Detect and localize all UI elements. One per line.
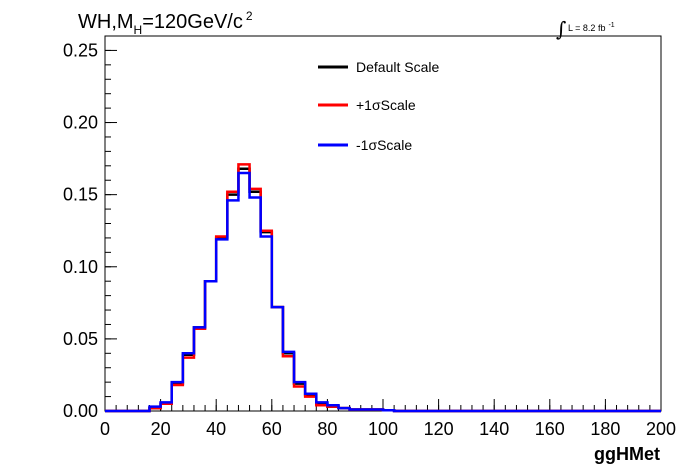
x-tick-label: 160 — [535, 419, 565, 439]
x-tick-label: 20 — [151, 419, 171, 439]
title-superscript: 2 — [246, 9, 253, 23]
y-axis: 0.00 0.05 0.10 0.15 0.20 0.25 — [63, 35, 117, 421]
lumi-label: L = 8.2 fb -1 — [568, 22, 615, 33]
legend-label-minus-sigma: -1σScale — [356, 137, 412, 153]
lumi-integral-symbol: ∫ — [556, 17, 566, 41]
title-main: WH,M — [78, 11, 134, 33]
series-line-0 — [105, 167, 661, 413]
y-tick-label: 0.25 — [63, 40, 98, 60]
x-tick-label: 200 — [646, 419, 676, 439]
series-line-2 — [105, 171, 661, 413]
x-tick-label: 40 — [206, 419, 226, 439]
series-layer — [105, 163, 661, 413]
x-tick-label: 180 — [590, 419, 620, 439]
legend: Default Scale +1σScale -1σScale — [318, 59, 439, 153]
x-tick-label: 140 — [479, 419, 509, 439]
x-tick-label: 0 — [100, 419, 110, 439]
y-tick-label: 0.15 — [63, 185, 98, 205]
legend-label-plus-sigma: +1σScale — [356, 97, 416, 113]
x-tick-label: 80 — [317, 419, 337, 439]
y-tick-label: 0.20 — [63, 113, 98, 133]
y-tick-label: 0.00 — [63, 401, 98, 421]
lumi-text: L = 8.2 fb — [568, 23, 605, 33]
y-tick-label: 0.10 — [63, 257, 98, 277]
chart-title: WH,MH=120GeV/c 2 — [78, 9, 253, 37]
title-subscript: H — [134, 23, 143, 37]
title-mass: =120GeV/c — [142, 11, 243, 33]
x-tick-label: 60 — [262, 419, 282, 439]
x-axis: 0 20 40 60 80 100 120 140 160 180 200 — [100, 399, 676, 439]
series-line-1 — [105, 163, 661, 413]
y-tick-label: 0.05 — [63, 329, 98, 349]
x-tick-label: 120 — [424, 419, 454, 439]
lumi-superscript: -1 — [608, 22, 614, 29]
x-axis-title: ggHMet — [594, 444, 660, 464]
x-tick-label: 100 — [368, 419, 398, 439]
legend-label-default: Default Scale — [356, 59, 439, 75]
